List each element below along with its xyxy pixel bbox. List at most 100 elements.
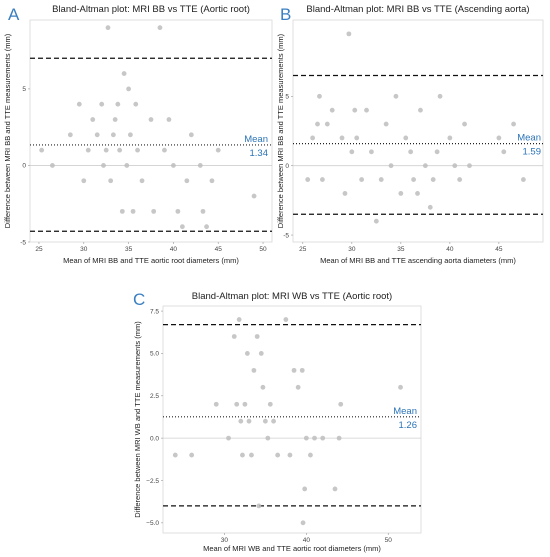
y-axis-label: Difference between MRI BB and TTE measur… [276,33,285,228]
data-point [256,503,262,509]
data-point [291,367,297,373]
data-point [398,191,404,196]
data-point [310,135,316,141]
data-point [242,401,248,407]
data-point [157,25,163,31]
data-point [352,107,358,113]
data-point [189,452,195,458]
y-tick-label: -5 [20,239,26,246]
data-point [300,520,306,526]
y-tick-label: 5 [285,94,289,101]
data-point [317,93,322,99]
data-point [179,224,185,230]
data-point [349,149,355,155]
data-point [411,177,416,182]
data-point [287,452,293,458]
data-point [67,132,73,138]
panel-letter: A [8,5,20,24]
data-point [188,132,194,138]
panel-letter: B [280,5,291,24]
x-axis-label: Mean of MRI BB and TTE aortic root diame… [63,256,239,265]
data-point [467,163,472,169]
data-point [283,317,289,322]
x-tick-label: 25 [35,246,43,253]
panel-a: A Bland-Altman plot: MRI BB vs TTE (Aorti… [3,4,273,265]
chart-title: Bland-Altman plot: MRI BB vs TTE (Aortic… [52,4,250,15]
data-point [398,384,403,390]
data-point [175,208,181,214]
data-point [240,452,245,458]
data-point [231,334,237,339]
y-axis-label: Difference between MRI BB and TTE measur… [3,33,12,228]
data-point [204,224,209,230]
y-tick-label: 0 [22,163,26,170]
data-point [364,107,369,113]
data-point [90,117,96,122]
data-point [338,401,344,407]
data-point [302,486,308,492]
data-point [213,401,219,407]
y-tick-label: -5 [283,232,289,239]
y-tick-label: 2.5 [150,393,159,400]
data-point [320,177,325,182]
data-point [415,191,420,196]
data-point [99,101,105,107]
x-tick-label: 40 [303,537,311,544]
data-point [166,117,172,122]
data-point [115,101,121,107]
data-point [215,147,221,153]
mean-label: Mean [244,134,268,145]
data-point [271,418,276,424]
data-point [112,117,118,122]
data-point [308,452,313,458]
data-point [312,435,317,441]
plot-area [29,19,273,243]
data-point [354,135,360,141]
y-tick-label: −2.5 [146,478,159,485]
data-point [501,149,507,155]
data-point [496,135,502,141]
data-point [105,25,111,31]
data-point [462,121,467,127]
data-point [184,178,190,184]
data-point [393,93,399,99]
x-tick-label: 30 [348,246,356,253]
mean-value-label: 1.34 [250,148,269,159]
data-point [262,418,268,424]
data-point [260,384,266,390]
mean-label: Mean [517,133,541,144]
data-point [119,208,125,214]
data-point [236,317,242,322]
y-tick-label: 0.0 [150,435,159,442]
data-point [171,163,176,168]
data-point [162,147,167,153]
plot-area [162,305,422,534]
data-point [197,163,203,168]
x-tick-label: 45 [215,246,223,253]
data-point [320,435,326,441]
data-point [520,177,526,182]
data-point [422,163,428,169]
data-point [249,452,254,458]
y-tick-label: 5.0 [150,351,159,358]
data-point [139,178,145,184]
data-point [234,401,240,407]
data-point [81,178,87,184]
y-axis-label: Difference between MRI WB and TTE measur… [133,321,142,518]
mean-value-label: 1.59 [523,147,542,158]
data-point [305,177,311,182]
data-point [418,107,423,113]
data-point [103,147,109,153]
data-point [76,101,82,107]
data-point [299,367,305,373]
data-point [339,135,345,141]
data-point [151,208,157,214]
data-point [447,135,453,141]
x-tick-label: 40 [446,246,454,253]
data-point [434,149,440,155]
data-point [437,93,443,99]
data-point [336,435,342,441]
data-point [124,163,130,168]
x-tick-label: 35 [397,246,405,253]
data-point [135,147,140,153]
